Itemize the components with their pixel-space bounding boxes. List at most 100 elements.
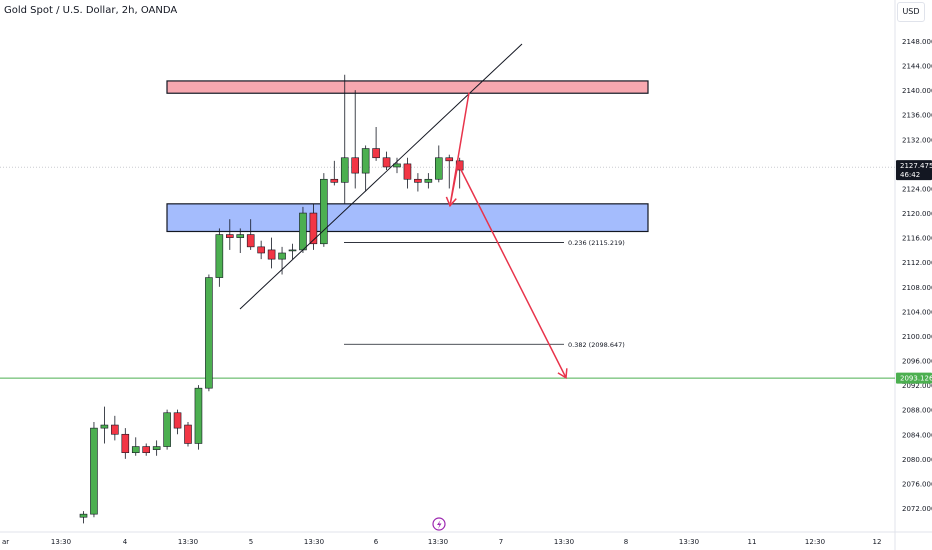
projection-path[interactable] [449,92,567,379]
candle [173,409,182,435]
candle [100,406,109,444]
candle-body [351,157,360,174]
candle [257,240,265,260]
time-tick-label: 13:30 [304,538,324,546]
time-tick-label: 13:30 [554,538,574,546]
time-tick-label: ar [2,538,9,546]
horizontal-line-tag-bg [896,372,932,384]
time-tick-label: 7 [499,538,503,546]
price-axis[interactable]: 2148.000 2144.000 2140.000 2136.000 2132.000… [902,38,932,513]
target-arrowhead [557,368,568,379]
time-axis[interactable]: ar 13:30 4 13:30 5 13:30 6 13:30 7 13:30 8 13:30 11 1… [2,538,881,546]
candle-body [121,433,130,453]
pullback-arrowhead [445,196,457,208]
fib-level-label: 0.382 (2098.647) [568,341,625,349]
candle [205,274,213,392]
candle-body [267,249,276,260]
candle-body [424,178,433,183]
candle-body [184,424,192,444]
candle-body [142,446,150,453]
price-tick-label: 2144.000 [902,63,932,71]
price-tick-label: 2092.000 [902,382,932,390]
time-tick-label: 4 [123,538,128,546]
candles-layer [79,74,464,524]
candle [90,421,98,518]
candle [351,90,360,189]
horizontal-line-tag: 2093.126 [896,372,932,384]
candle-body [288,249,297,252]
candle-body [100,424,109,429]
candle [246,219,255,250]
candle [424,173,433,189]
candle-body [278,252,286,260]
candle [414,173,422,192]
price-tick-label: 2084.000 [902,431,932,439]
candle-body [372,148,380,159]
candle-body [246,234,255,248]
candle-body [299,212,307,251]
time-tick-label: 12 [873,538,882,546]
price-tick-label: 2104.000 [902,308,932,316]
candle [236,228,245,253]
horizontal-line-tag-value: 2093.126 [900,375,932,383]
candle [142,443,150,456]
trendline[interactable] [239,43,523,310]
candle-body [361,148,370,174]
candle [121,428,130,459]
lightning-icon[interactable] [432,517,446,531]
candle [163,409,171,450]
candle [434,145,443,183]
price-tick-label: 2140.000 [902,87,932,95]
candle-body [111,424,119,435]
price-tick-label: 2124.000 [902,185,932,193]
currency-selector[interactable]: USD [897,2,925,22]
price-tick-label: 2132.000 [902,136,932,144]
support-zone[interactable] [166,203,649,233]
resistance-zone[interactable] [166,80,649,94]
candle [361,145,370,192]
candle [288,243,297,260]
price-tick-label: 2120.000 [902,210,932,218]
candle-body [403,163,412,180]
candle-body [79,513,88,518]
candle [340,74,349,204]
candle [131,437,140,456]
candle-body [215,234,224,278]
candle-body [445,157,454,162]
candle [194,385,203,450]
candle-body [163,412,171,447]
time-tick-label: 13:30 [428,538,448,546]
candle [445,154,454,189]
candle [267,237,276,269]
candle-body [382,157,391,168]
current-price-tag-bg [896,160,932,181]
candle-body [257,246,265,254]
price-tick-label: 2112.000 [902,259,932,267]
price-tick-label: 2080.000 [902,456,932,464]
time-tick-label: 8 [624,538,628,546]
candle [111,415,119,441]
candle-body [205,277,213,389]
candle [79,511,88,524]
current-price-value: 2127.475 [900,162,932,170]
candle-body [173,412,182,429]
candle [299,206,307,253]
price-tick-label: 2072.000 [902,505,932,513]
candle [382,151,391,171]
candle-body [90,427,98,515]
candle-body [194,387,203,444]
price-tick-label: 2088.000 [902,407,932,415]
candle-body [414,178,422,183]
candle-body [131,446,140,453]
fib-level-label: 0.236 (2115.219) [568,239,625,247]
current-price-countdown: 46:42 [900,171,920,179]
candle-body [320,178,328,245]
time-tick-label: 13:30 [51,538,71,546]
candle [226,219,234,250]
candle [309,203,318,250]
candle [215,228,224,287]
candle [403,157,412,189]
